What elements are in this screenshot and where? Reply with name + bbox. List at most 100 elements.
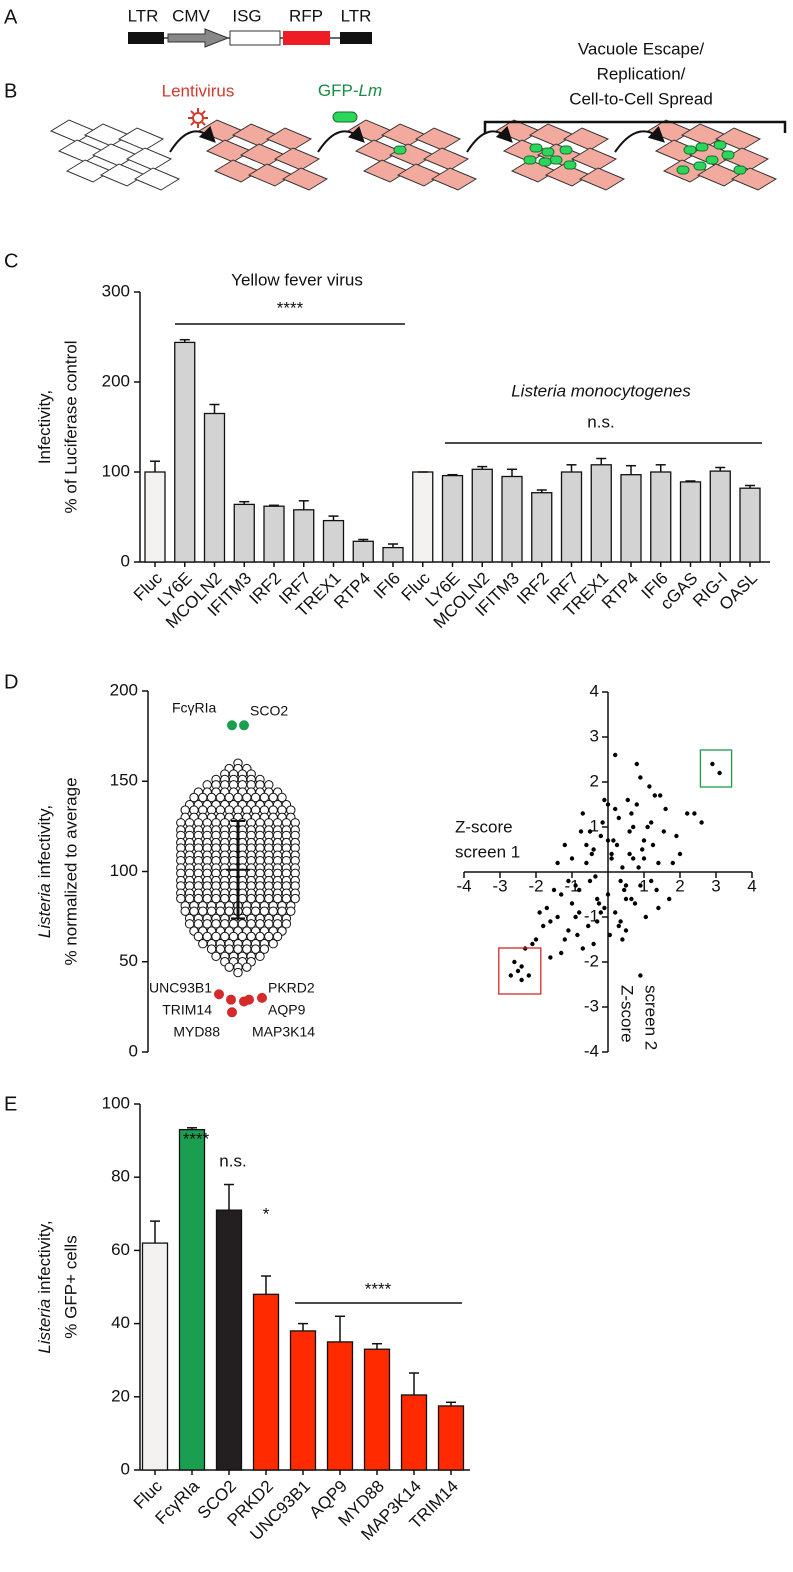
data-point <box>605 802 611 807</box>
cell <box>422 147 470 171</box>
data-point <box>638 775 643 780</box>
y-tick-label: 100 <box>102 461 130 480</box>
error-bar <box>328 515 339 521</box>
rfp-box <box>283 31 330 45</box>
panel-label: C <box>4 250 18 272</box>
data-point <box>647 784 652 789</box>
error-bar <box>715 466 726 472</box>
bar <box>739 487 761 563</box>
data-point <box>625 797 630 803</box>
bar <box>263 505 285 563</box>
isg-box <box>229 30 281 46</box>
data-point <box>596 901 602 906</box>
y-axis-label-italic: Listeria <box>35 1299 54 1354</box>
data-point <box>286 906 296 916</box>
construct-label: LTR <box>128 6 159 25</box>
virus-spike <box>201 110 206 115</box>
hit-label: PKRD2 <box>268 980 315 996</box>
data-point <box>224 962 234 972</box>
data-point <box>566 878 571 884</box>
error-bar <box>209 403 220 414</box>
bar <box>326 1341 354 1471</box>
hit-label: AQP9 <box>268 1002 306 1018</box>
virus-spike <box>190 110 195 115</box>
cell <box>83 123 131 147</box>
cell <box>205 139 253 163</box>
data-point <box>211 951 221 962</box>
bacterium <box>549 155 563 165</box>
data-point <box>643 914 648 920</box>
data-point <box>609 856 614 861</box>
y-tick-label: 0 <box>121 551 130 570</box>
y-axis-label-part: Infectivity, <box>35 390 54 464</box>
data-point <box>515 968 521 974</box>
error-bar <box>409 1372 419 1395</box>
y-axis-label: Z-score <box>618 985 637 1043</box>
data-point <box>627 829 632 834</box>
data-point <box>645 824 650 830</box>
bar <box>215 1209 243 1471</box>
bar <box>352 540 374 563</box>
annotation: n.s. <box>587 412 614 431</box>
error-bar <box>446 1401 456 1406</box>
workflow-arrow <box>614 125 665 153</box>
cell <box>528 123 576 147</box>
data-point <box>652 793 657 798</box>
data-point <box>533 937 539 942</box>
y-tick-label: -2 <box>584 951 599 970</box>
bacterium <box>523 155 537 165</box>
bacterium <box>538 157 552 167</box>
phase-label: Replication/ <box>597 64 686 83</box>
cell <box>125 147 173 171</box>
cell <box>265 127 313 151</box>
data-point <box>562 842 567 848</box>
data-point <box>551 887 557 893</box>
error-bar <box>626 464 636 475</box>
y-axis-label-part: infectivity, <box>35 805 54 878</box>
bar <box>289 1330 317 1471</box>
cell <box>133 167 181 191</box>
data-point <box>555 914 560 920</box>
data-point <box>618 919 623 924</box>
data-point <box>631 856 636 861</box>
hit-label: UNC93B1 <box>149 980 212 996</box>
data-point <box>677 851 683 857</box>
data-point <box>602 797 607 803</box>
hit-point <box>257 992 267 1003</box>
error-bar <box>150 460 160 472</box>
data-point <box>685 811 690 816</box>
bar <box>590 464 612 563</box>
hit-point <box>226 994 236 1005</box>
hit-point <box>239 996 249 1007</box>
data-point <box>586 923 591 929</box>
bar <box>650 471 672 563</box>
data-point <box>641 856 647 861</box>
error-bar <box>507 468 517 477</box>
workflow-arrow <box>466 125 513 153</box>
data-point <box>654 887 659 893</box>
error-bar <box>685 480 696 482</box>
data-point <box>629 811 634 816</box>
bar <box>144 471 166 563</box>
data-point <box>587 878 593 884</box>
bar <box>174 341 196 563</box>
data-point <box>537 910 542 915</box>
mean-sd <box>226 819 250 920</box>
data-point <box>634 761 639 767</box>
data-point <box>268 939 278 949</box>
x-tick-label: IRF2 <box>246 569 285 608</box>
bacterium <box>332 111 358 123</box>
data-point <box>591 847 596 852</box>
panel-label: E <box>4 1093 17 1115</box>
data-point <box>259 944 270 954</box>
data-point <box>611 838 616 843</box>
data-point <box>650 842 656 848</box>
bacterium <box>733 165 747 175</box>
y-axis-label: Infectivity, <box>35 390 54 464</box>
data-point <box>699 820 704 825</box>
bacterium <box>529 143 543 153</box>
bar <box>141 1242 169 1471</box>
data-point <box>620 937 625 942</box>
